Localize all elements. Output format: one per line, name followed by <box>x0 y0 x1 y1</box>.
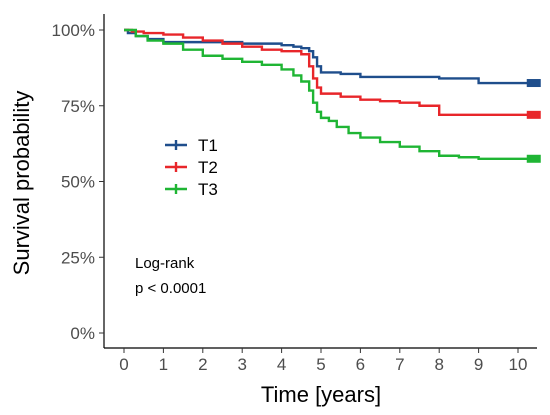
legend: T1 T2 T3 <box>165 136 218 199</box>
x-tick-label: 8 <box>434 355 443 374</box>
annotation-line-1: Log-rank <box>135 255 195 272</box>
legend-label-t2: T2 <box>198 158 218 177</box>
x-tick-label: 2 <box>198 355 207 374</box>
legend-label-t1: T1 <box>198 136 218 155</box>
y-tick-label: 0% <box>70 324 95 343</box>
logrank-annotation: Log-rank p < 0.0001 <box>135 255 206 297</box>
x-tick-label: 5 <box>316 355 325 374</box>
x-tick-label: 4 <box>277 355 286 374</box>
y-tick-label: 25% <box>61 248 95 267</box>
censor-mark-t1 <box>526 79 541 88</box>
x-axis-title: Time [years] <box>261 382 381 407</box>
y-tick-label: 50% <box>61 173 95 192</box>
plot-area <box>124 28 541 163</box>
x-tick-label: 0 <box>119 355 128 374</box>
series-line-t3 <box>124 28 534 160</box>
y-tick-label: 100% <box>52 21 95 40</box>
y-tick-label: 75% <box>61 97 95 116</box>
axes: 0 1 2 3 4 5 6 7 8 9 100%25%50%75%100% <box>52 14 537 374</box>
series-line-t2 <box>124 28 534 117</box>
y-axis-title: Survival probability <box>9 91 34 276</box>
x-tick-label: 9 <box>474 355 483 374</box>
x-tick-label: 3 <box>237 355 246 374</box>
censor-mark-t2 <box>526 110 541 119</box>
x-tick-label: 6 <box>356 355 365 374</box>
censor-mark-t3 <box>526 154 541 163</box>
x-tick-label: 7 <box>395 355 404 374</box>
annotation-line-2: p < 0.0001 <box>135 280 206 297</box>
legend-label-t3: T3 <box>198 180 218 199</box>
x-tick-label: 10 <box>509 355 528 374</box>
x-tick-label: 1 <box>159 355 168 374</box>
